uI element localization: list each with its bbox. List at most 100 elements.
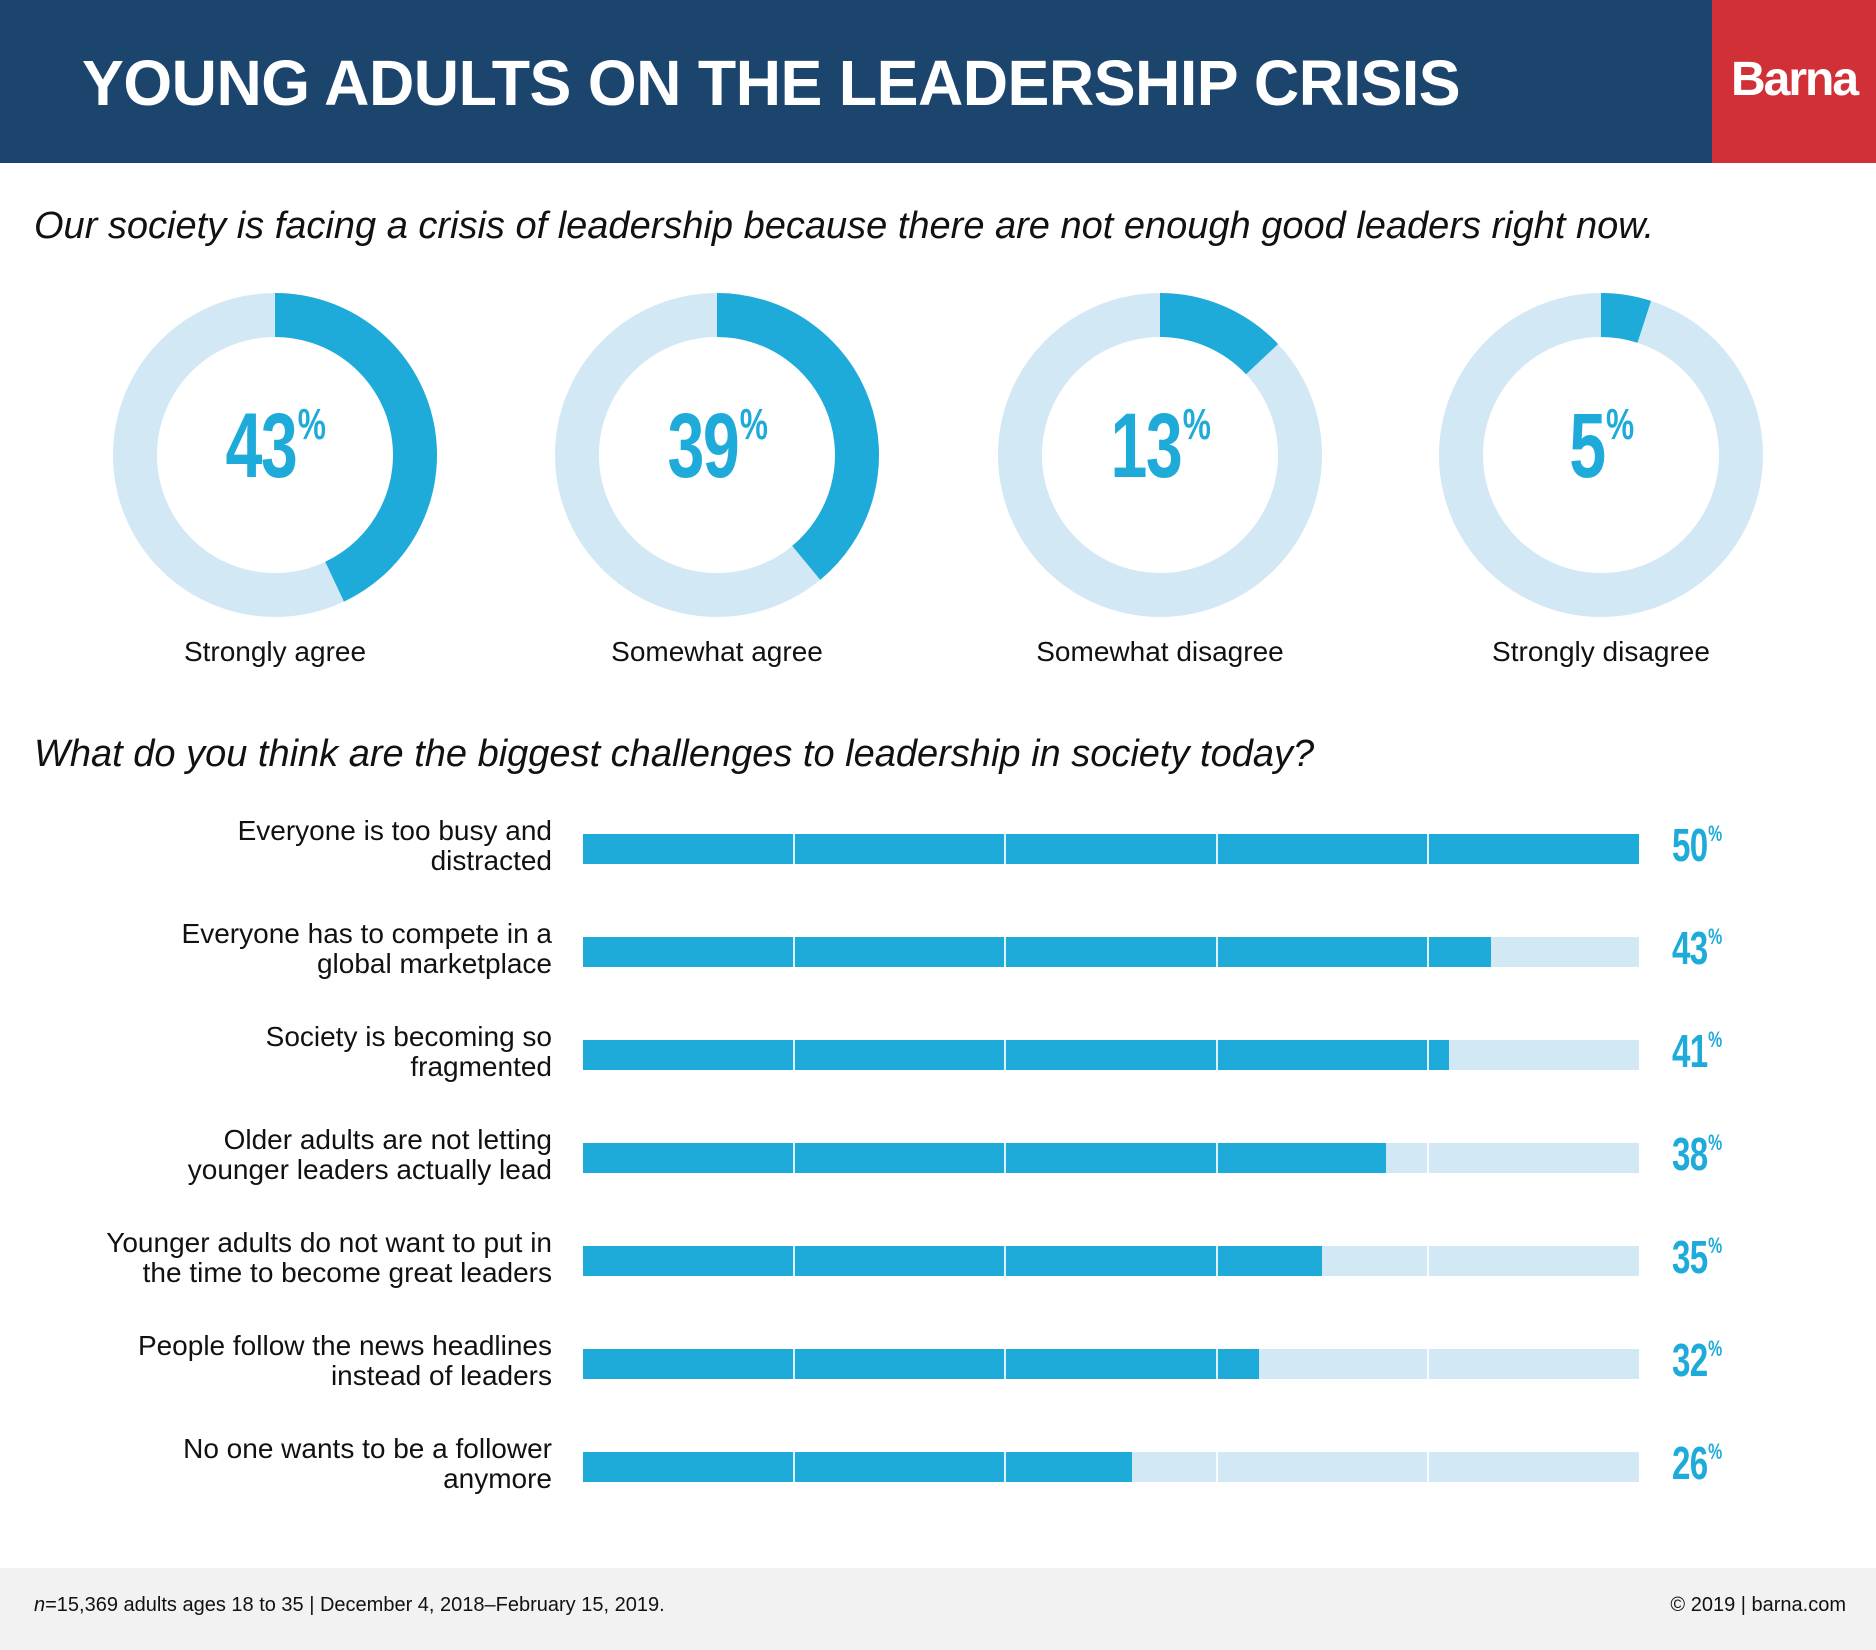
bar-value-label: 50% xyxy=(1672,822,1744,868)
percent-sign: % xyxy=(1606,400,1634,449)
donut-strongly-disagree: 5% Strongly disagree xyxy=(1436,290,1766,690)
donut-somewhat-agree: 39% Somewhat agree xyxy=(552,290,882,690)
bar-label-line: younger leaders actually lead xyxy=(187,1154,552,1185)
bar-gridline xyxy=(1215,1349,1218,1379)
donut-slice xyxy=(274,293,437,602)
bar-fill xyxy=(583,1143,1386,1173)
bar-row: Everyone has to compete in a global marke… xyxy=(0,919,1876,989)
bar-label-line: distracted xyxy=(430,845,552,876)
bar-gridline xyxy=(1426,937,1429,967)
bar-label-line: global marketplace xyxy=(316,948,552,979)
footer: n=15,369 adults ages 18 to 35 | December… xyxy=(0,1568,1876,1650)
donut-svg xyxy=(998,293,1322,617)
brand-logo: Barna xyxy=(1712,0,1876,163)
bar-category-label: No one wants to be a follower anymore xyxy=(0,1434,552,1494)
donut-value-number: 5 xyxy=(1569,395,1606,497)
question-challenges: What do you think are the biggest challe… xyxy=(34,733,1315,775)
bar-value-number: 43 xyxy=(1672,922,1708,974)
bar-fill xyxy=(583,1040,1449,1070)
donut-svg xyxy=(113,293,437,617)
bar-gridline xyxy=(1004,1246,1007,1276)
bar-value-number: 50 xyxy=(1672,819,1708,871)
percent-sign: % xyxy=(297,400,326,449)
bar-category-label: Everyone has to compete in a global marke… xyxy=(0,919,552,979)
bar-value-number: 32 xyxy=(1672,1334,1708,1386)
bar-category-label: Older adults are not letting younger lead… xyxy=(0,1125,552,1185)
bar-gridline xyxy=(1426,1143,1429,1173)
donut-somewhat-disagree: 13% Somewhat disagree xyxy=(995,290,1325,690)
bar-value-number: 38 xyxy=(1672,1128,1708,1180)
bar-gridline xyxy=(1215,1143,1218,1173)
bar-label-line: fragmented xyxy=(410,1051,552,1082)
bar-track xyxy=(583,1452,1639,1482)
donut-slice xyxy=(1600,293,1652,343)
donut-category-label: Strongly disagree xyxy=(1492,636,1710,667)
bar-gridline xyxy=(1215,1246,1218,1276)
bar-row: Older adults are not letting younger lead… xyxy=(0,1125,1876,1195)
bar-category-label: Younger adults do not want to put in the … xyxy=(0,1228,552,1288)
bar-label-line: the time to become great leaders xyxy=(142,1257,552,1288)
bar-gridline xyxy=(1426,1349,1429,1379)
donut-svg xyxy=(1439,293,1763,617)
bar-label-line: Everyone has to compete in a xyxy=(181,918,552,949)
bar-fill xyxy=(583,1452,1133,1482)
percent-sign: % xyxy=(739,400,768,449)
bar-fill xyxy=(583,937,1492,967)
bar-label-line: People follow the news headlines xyxy=(137,1330,552,1361)
bar-fill xyxy=(583,834,1639,864)
page-title: YOUNG ADULTS ON THE LEADERSHIP CRISIS xyxy=(82,47,1461,119)
bar-category-label: Everyone is too busy and distracted xyxy=(0,816,552,876)
bar-gridline xyxy=(1004,1452,1007,1482)
bar-gridline xyxy=(793,834,796,864)
percent-sign: % xyxy=(1708,1233,1722,1258)
header-banner: YOUNG ADULTS ON THE LEADERSHIP CRISIS Ba… xyxy=(0,0,1876,163)
bar-row: Society is becoming so fragmented 41% xyxy=(0,1022,1876,1092)
bar-track xyxy=(583,834,1639,864)
donut-value-label: 43% xyxy=(156,400,394,492)
brand-name: Barna xyxy=(1730,53,1859,106)
bar-label-line: Younger adults do not want to put in xyxy=(106,1227,552,1258)
bar-track xyxy=(583,937,1639,967)
bar-value-number: 41 xyxy=(1672,1025,1708,1077)
percent-sign: % xyxy=(1708,924,1722,949)
bar-gridline xyxy=(1004,1143,1007,1173)
donut-value-label: 13% xyxy=(1041,400,1279,492)
bar-gridline xyxy=(793,1349,796,1379)
donut-value-number: 39 xyxy=(667,395,740,497)
bar-gridline xyxy=(1215,937,1218,967)
bar-fill xyxy=(583,1349,1259,1379)
bar-gridline xyxy=(1426,1246,1429,1276)
donut-category-label: Strongly agree xyxy=(183,636,367,667)
bar-value-number: 35 xyxy=(1672,1231,1708,1283)
bar-value-label: 26% xyxy=(1672,1440,1744,1486)
bar-gridline xyxy=(1215,834,1218,864)
bar-gridline xyxy=(1004,1349,1007,1379)
percent-sign: % xyxy=(1708,1336,1722,1361)
donut-slice xyxy=(1159,293,1279,375)
percent-sign: % xyxy=(1708,821,1722,846)
bar-gridline xyxy=(1426,1040,1429,1070)
bar-row: Younger adults do not want to put in the … xyxy=(0,1228,1876,1298)
bar-gridline xyxy=(1426,834,1429,864)
bar-label-line: No one wants to be a follower xyxy=(183,1433,552,1464)
bar-label-line: Everyone is too busy and xyxy=(237,815,552,846)
donut-category-label: Somewhat agree xyxy=(611,636,823,667)
donut-value-number: 13 xyxy=(1110,395,1183,497)
bar-value-label: 38% xyxy=(1672,1131,1744,1177)
bar-gridline xyxy=(793,1246,796,1276)
donut-value-label: 39% xyxy=(598,400,836,492)
bar-label-line: Society is becoming so xyxy=(265,1021,552,1052)
donut-value-number: 43 xyxy=(225,395,298,497)
bar-fill xyxy=(583,1246,1323,1276)
sample-text: =15,369 adults ages 18 to 35 | December … xyxy=(45,1594,665,1616)
percent-sign: % xyxy=(1708,1027,1722,1052)
bar-category-label: People follow the news headlines instead … xyxy=(0,1331,552,1391)
sample-note: n=15,369 adults ages 18 to 35 | December… xyxy=(34,1594,665,1617)
bar-track xyxy=(583,1349,1639,1379)
bar-value-label: 32% xyxy=(1672,1337,1744,1383)
donut-category-label: Somewhat disagree xyxy=(1036,636,1284,667)
bar-gridline xyxy=(793,1143,796,1173)
bar-gridline xyxy=(1004,834,1007,864)
bar-value-label: 41% xyxy=(1672,1028,1744,1074)
bar-value-label: 43% xyxy=(1672,925,1744,971)
